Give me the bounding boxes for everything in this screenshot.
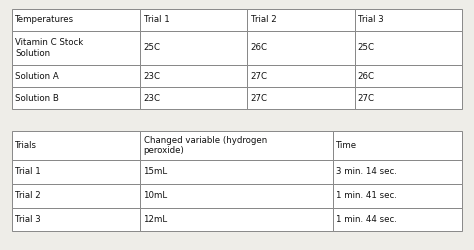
Text: 15mL: 15mL bbox=[144, 168, 168, 176]
Bar bbox=[140, 31, 247, 65]
Bar bbox=[140, 208, 333, 231]
Text: Trial 3: Trial 3 bbox=[358, 15, 383, 24]
Text: 10mL: 10mL bbox=[144, 191, 168, 200]
Text: 23C: 23C bbox=[144, 72, 161, 81]
Bar bbox=[355, 31, 462, 65]
Bar bbox=[333, 208, 462, 231]
Text: 27C: 27C bbox=[251, 72, 268, 81]
Bar bbox=[333, 160, 462, 184]
Text: Solution A: Solution A bbox=[15, 72, 59, 81]
Bar bbox=[12, 65, 140, 87]
Text: 27C: 27C bbox=[358, 94, 375, 103]
Bar bbox=[333, 184, 462, 208]
Bar bbox=[140, 9, 247, 31]
Text: 12mL: 12mL bbox=[144, 215, 168, 224]
Text: Trial 1: Trial 1 bbox=[15, 168, 41, 176]
Bar bbox=[333, 131, 462, 160]
Text: Trial 3: Trial 3 bbox=[15, 215, 41, 224]
Bar bbox=[12, 131, 140, 160]
Text: 25C: 25C bbox=[144, 44, 161, 52]
Text: Solution B: Solution B bbox=[15, 94, 59, 103]
Text: Time: Time bbox=[336, 141, 357, 150]
Bar bbox=[12, 31, 140, 65]
Bar bbox=[12, 184, 140, 208]
Bar bbox=[140, 160, 333, 184]
Text: 26C: 26C bbox=[251, 44, 268, 52]
Text: Trials: Trials bbox=[15, 141, 37, 150]
Bar bbox=[12, 87, 140, 109]
Bar bbox=[12, 160, 140, 184]
Text: Trial 2: Trial 2 bbox=[15, 191, 41, 200]
Bar bbox=[140, 87, 247, 109]
Bar bbox=[247, 9, 355, 31]
Bar bbox=[355, 65, 462, 87]
Text: Changed variable (hydrogen
peroxide): Changed variable (hydrogen peroxide) bbox=[144, 136, 267, 155]
Bar bbox=[140, 131, 333, 160]
Bar bbox=[355, 9, 462, 31]
Text: Vitamin C Stock
Solution: Vitamin C Stock Solution bbox=[15, 38, 83, 58]
Text: 23C: 23C bbox=[144, 94, 161, 103]
Text: 26C: 26C bbox=[358, 72, 375, 81]
Text: 1 min. 41 sec.: 1 min. 41 sec. bbox=[336, 191, 397, 200]
Text: Temperatures: Temperatures bbox=[15, 15, 74, 24]
Bar bbox=[247, 31, 355, 65]
Bar bbox=[140, 184, 333, 208]
Text: 3 min. 14 sec.: 3 min. 14 sec. bbox=[336, 168, 397, 176]
Bar bbox=[140, 65, 247, 87]
Bar bbox=[247, 65, 355, 87]
Bar bbox=[12, 9, 140, 31]
Text: Trial 2: Trial 2 bbox=[251, 15, 276, 24]
Text: 1 min. 44 sec.: 1 min. 44 sec. bbox=[336, 215, 397, 224]
Bar bbox=[355, 87, 462, 109]
Text: 27C: 27C bbox=[251, 94, 268, 103]
Bar bbox=[12, 208, 140, 231]
Text: 25C: 25C bbox=[358, 44, 375, 52]
Bar bbox=[247, 87, 355, 109]
Text: Trial 1: Trial 1 bbox=[144, 15, 169, 24]
